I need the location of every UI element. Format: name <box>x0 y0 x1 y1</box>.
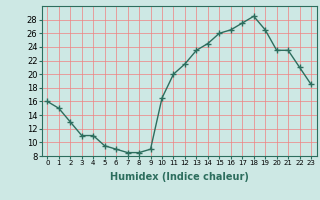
X-axis label: Humidex (Indice chaleur): Humidex (Indice chaleur) <box>110 172 249 182</box>
